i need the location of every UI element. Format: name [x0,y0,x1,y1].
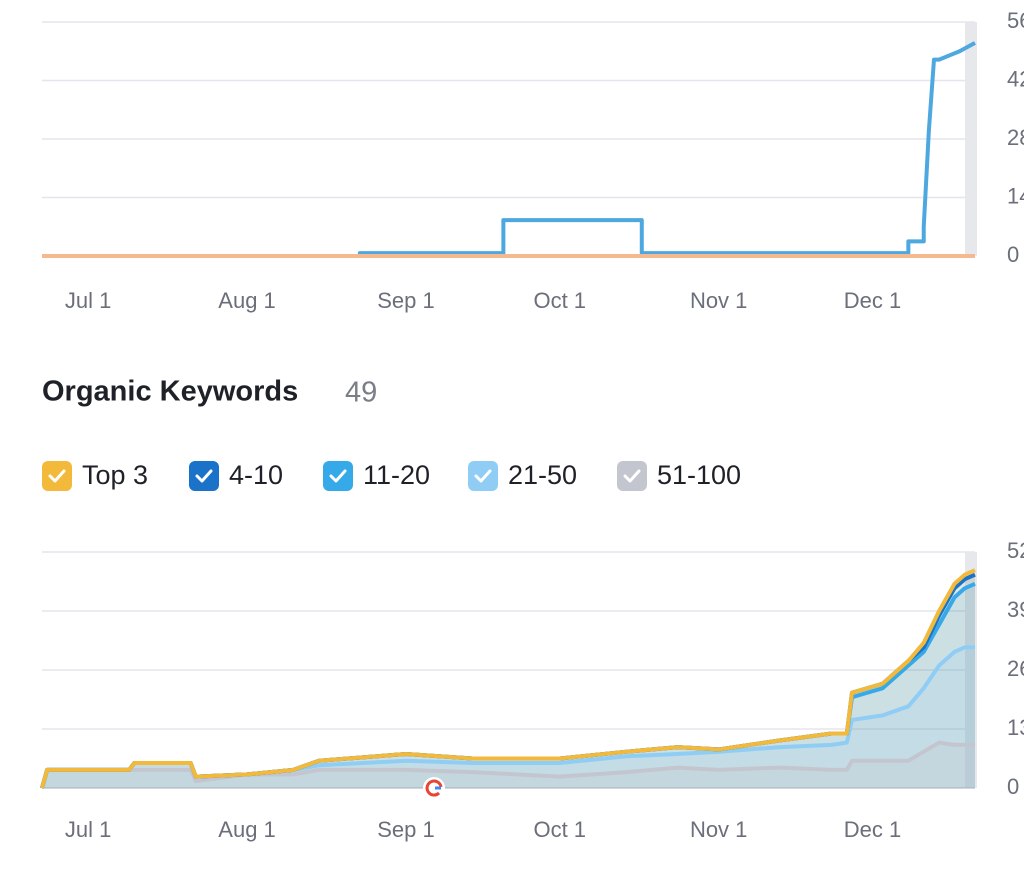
y-tick-label: 28 [1007,125,1024,150]
y-tick-label: 14 [1007,183,1024,208]
legend-check [474,469,492,483]
legend-label[interactable]: Top 3 [82,460,148,490]
x-tick-label: Sep 1 [377,817,435,842]
range-end-band [965,552,977,788]
legend-check [623,469,641,483]
x-tick-label: Nov 1 [690,288,747,313]
x-tick-label: Oct 1 [533,288,586,313]
range-end-band [965,22,977,256]
legend-checkbox[interactable] [323,461,353,491]
section-title: Organic Keywords [42,376,298,408]
legend-checkbox[interactable] [189,461,219,491]
legend-label[interactable]: 11-20 [363,460,430,490]
y-tick-label: 0 [1007,774,1019,799]
series-area [42,647,975,788]
x-tick-label: Jul 1 [65,817,111,842]
series-area [42,742,975,788]
x-tick-label: Oct 1 [533,817,586,842]
legend-label[interactable]: 4-10 [229,460,283,490]
x-tick-label: Sep 1 [377,288,435,313]
keyword-total: 49 [345,377,377,409]
legend-checkbox[interactable] [617,461,647,491]
x-tick-label: Nov 1 [690,817,747,842]
series-area [42,574,975,788]
series-line [42,41,976,258]
x-tick-label: Dec 1 [844,817,901,842]
series-area [42,570,975,788]
google-update-icon [423,777,445,799]
series-line [40,740,975,789]
legend-check [329,469,347,483]
legend-label[interactable]: 51-100 [657,460,741,490]
icon-g [425,779,443,797]
legend-check [48,469,66,483]
legend-check [195,469,213,483]
y-tick-label: 26 [1007,656,1024,681]
legend-checkbox[interactable] [468,461,498,491]
series-area [42,583,975,788]
y-tick-label: 39 [1007,597,1024,622]
series-line [40,568,976,789]
legend-label[interactable]: 21-50 [508,460,577,490]
x-tick-label: Dec 1 [844,288,901,313]
y-tick-label: 0 [1007,242,1019,267]
y-tick-label: 52 [1007,538,1024,563]
x-tick-label: Aug 1 [218,288,276,313]
y-tick-label: 56 [1007,8,1024,33]
x-tick-label: Aug 1 [218,817,276,842]
x-tick-label: Jul 1 [65,288,111,313]
y-tick-label: 13 [1007,715,1024,740]
legend-checkbox[interactable] [42,461,72,491]
y-tick-label: 42 [1007,66,1024,91]
